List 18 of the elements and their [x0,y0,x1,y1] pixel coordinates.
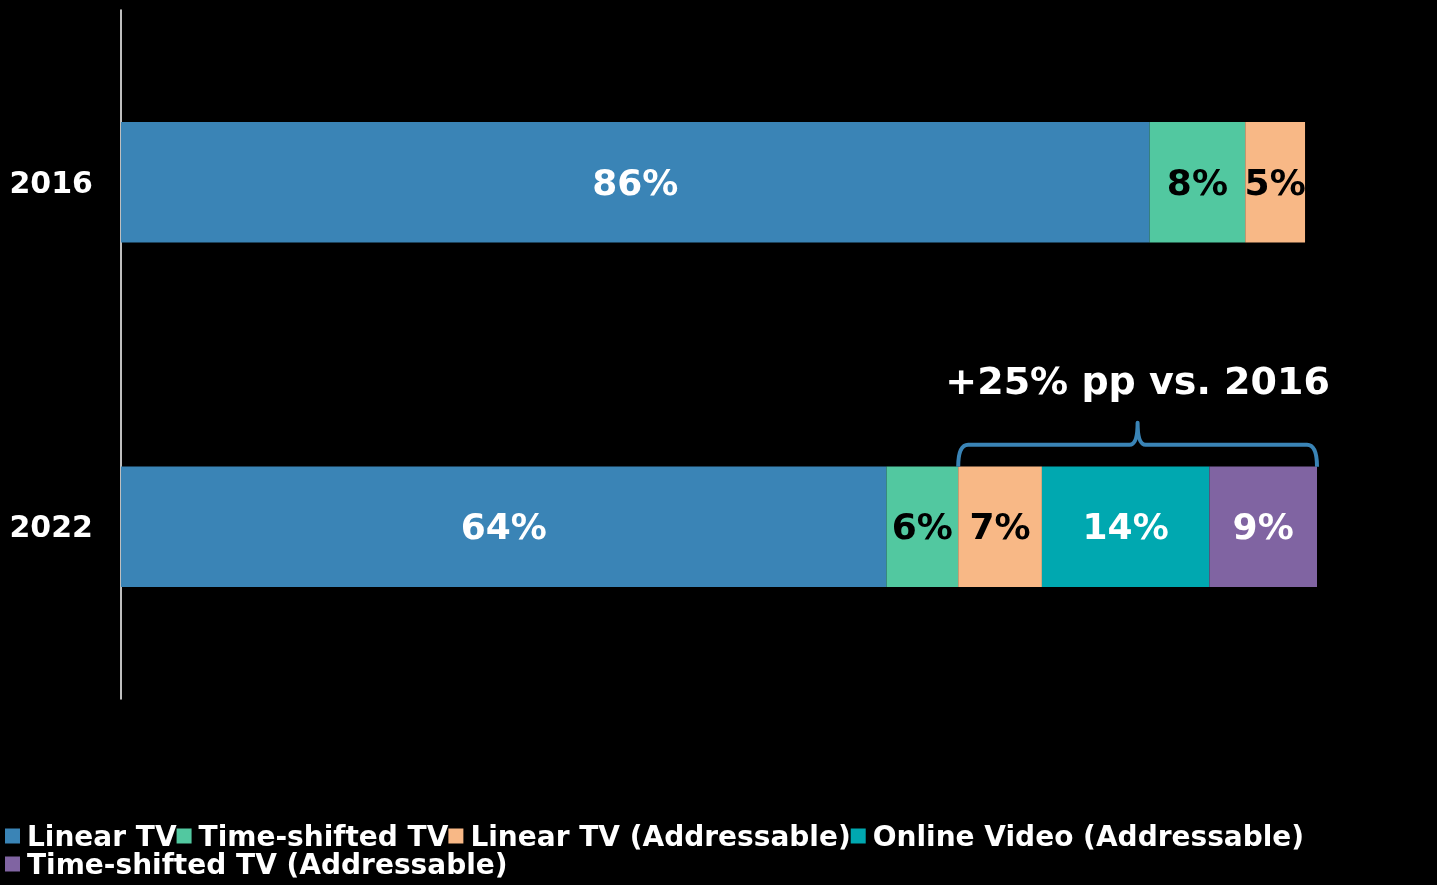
y-tick-label: 2016 [9,164,93,200]
data-label: 7% [969,506,1031,548]
data-label: 5% [1244,161,1306,203]
bar [1149,121,1246,243]
data-label: 8% [1166,161,1228,203]
bar [121,121,1150,243]
data-label: 9% [1232,506,1294,548]
bar [121,466,887,588]
annotation: +25% pp vs. 2016 [945,358,1330,403]
legend-label: Online Video (Addressable) [872,819,1305,853]
bar [1209,466,1317,588]
data-label: 86% [592,161,679,203]
data-label: 64% [460,506,547,548]
y-tick-label: 2022 [9,509,93,545]
data-label: 14% [1082,506,1169,548]
bar [886,466,959,588]
bar [958,466,1042,588]
data-label: 6% [891,506,953,548]
